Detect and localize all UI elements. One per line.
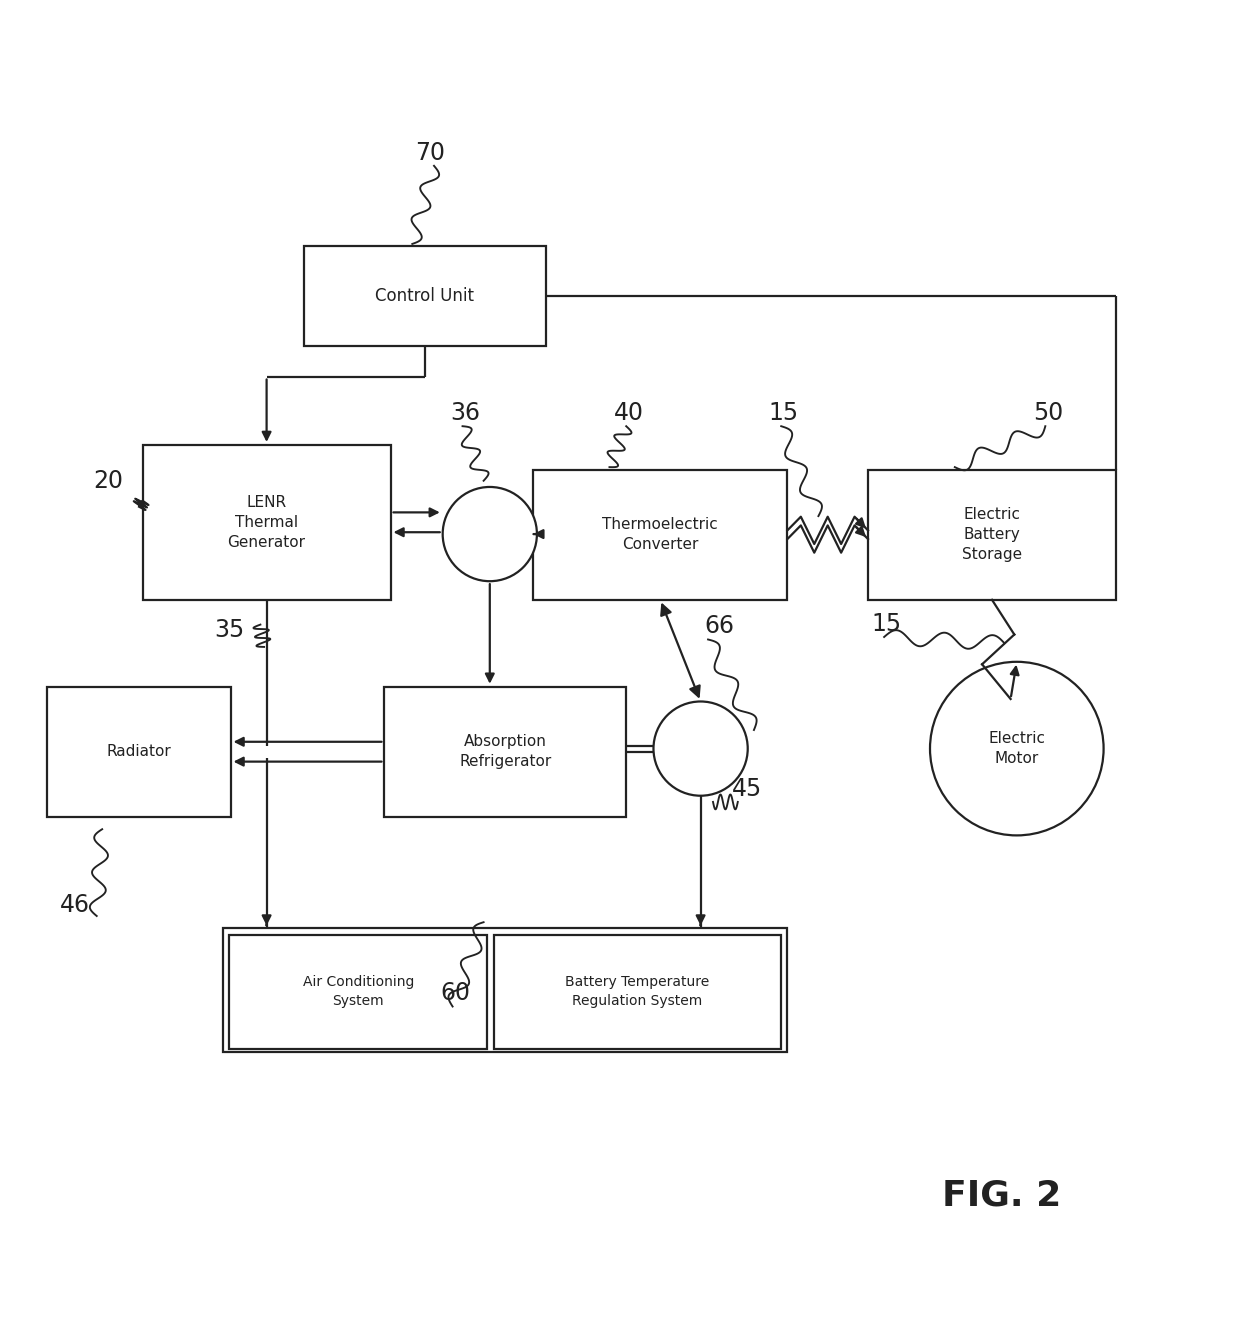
Text: 40: 40: [614, 401, 644, 425]
Text: 60: 60: [440, 982, 470, 1005]
Text: 46: 46: [60, 894, 89, 918]
Text: Absorption
Refrigerator: Absorption Refrigerator: [459, 735, 552, 770]
Text: Radiator: Radiator: [107, 744, 171, 759]
Text: Electric
Battery
Storage: Electric Battery Storage: [962, 508, 1022, 562]
Bar: [143, 445, 391, 600]
Text: FIG. 2: FIG. 2: [942, 1178, 1061, 1212]
Text: Air Conditioning
System: Air Conditioning System: [303, 975, 414, 1007]
Text: LENR
Thermal
Generator: LENR Thermal Generator: [228, 496, 305, 549]
Text: Electric
Motor: Electric Motor: [988, 731, 1045, 766]
Bar: [229, 935, 487, 1049]
Text: 70: 70: [415, 140, 445, 164]
Text: 35: 35: [215, 619, 244, 643]
Text: 66: 66: [704, 615, 734, 639]
Text: Thermoelectric
Converter: Thermoelectric Converter: [603, 517, 718, 552]
Bar: [533, 469, 787, 600]
Text: 15: 15: [872, 612, 901, 636]
Circle shape: [930, 661, 1104, 835]
Bar: [304, 246, 546, 346]
Text: 20: 20: [93, 469, 123, 493]
Bar: [384, 687, 626, 816]
Text: 50: 50: [1033, 401, 1063, 425]
Text: 15: 15: [769, 401, 799, 425]
Text: Battery Temperature
Regulation System: Battery Temperature Regulation System: [565, 975, 709, 1007]
Bar: [868, 469, 1116, 600]
Circle shape: [443, 486, 537, 581]
Text: 45: 45: [732, 776, 761, 800]
Circle shape: [653, 701, 748, 796]
Bar: [47, 687, 231, 816]
Text: 36: 36: [450, 401, 480, 425]
Text: Control Unit: Control Unit: [376, 287, 474, 305]
Bar: [494, 935, 781, 1049]
Bar: [223, 929, 787, 1053]
